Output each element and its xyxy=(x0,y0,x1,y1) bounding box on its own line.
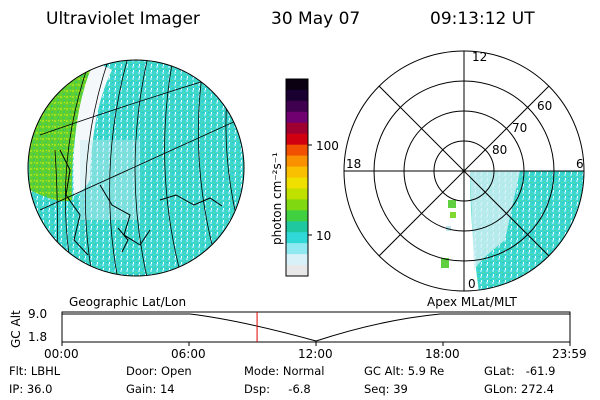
date-label: 30 May 07 xyxy=(271,9,361,29)
geo-image-panel xyxy=(28,60,244,276)
polar-image-panel xyxy=(343,50,585,292)
lat-label-80: 80 xyxy=(492,143,508,157)
lat-label-60: 60 xyxy=(537,99,553,113)
lat-label-70: 70 xyxy=(512,121,528,135)
altitude-xtick-1800: 18:00 xyxy=(425,347,460,361)
colorbar-swatch xyxy=(286,155,308,168)
colorbar-swatch xyxy=(286,188,308,200)
mlt-label-0: 0 xyxy=(468,277,476,291)
colorbar-swatch xyxy=(286,254,308,266)
info-gc-alt: GC Alt: 5.9 Re xyxy=(364,364,445,378)
colorbar-frame xyxy=(285,78,309,277)
altitude-ytick-low: 1.8 xyxy=(28,330,48,344)
colorbar xyxy=(286,79,308,277)
colorbar-swatch xyxy=(286,89,308,102)
info-glat: GLat: -61.9 xyxy=(484,364,556,378)
altitude-xtick-0000: 00:00 xyxy=(44,347,79,361)
info-ip: IP: 36.0 xyxy=(9,382,53,396)
mlt-label-18: 18 xyxy=(346,157,362,171)
colorbar-tick-10: 10 xyxy=(316,229,332,243)
altitude-xtick-2359: 23:59 xyxy=(552,347,587,361)
altitude-ytick-high: 9.0 xyxy=(28,307,48,321)
time-label: 09:13:12 UT xyxy=(430,9,535,29)
altitude-xtick-1200: 12:00 xyxy=(298,347,333,361)
colorbar-swatch xyxy=(286,144,308,157)
colorbar-label: photon cm⁻²s⁻¹ xyxy=(270,152,284,245)
info-seq: Seq: 39 xyxy=(364,382,408,396)
polar-panel-label: Apex MLat/MLT xyxy=(427,295,517,309)
mlt-label-12: 12 xyxy=(472,50,488,64)
colorbar-swatch xyxy=(286,199,308,211)
info-gain: Gain: 14 xyxy=(126,382,175,396)
colorbar-swatch xyxy=(286,111,308,124)
altitude-xtick-0600: 06:00 xyxy=(171,347,206,361)
colorbar-swatch xyxy=(286,265,308,277)
mlt-label-6: 6 xyxy=(576,157,584,171)
info-dsp: Dsp: -6.8 xyxy=(244,382,311,396)
colorbar-swatch xyxy=(286,100,308,113)
instrument-title: Ultraviolet Imager xyxy=(46,9,200,29)
info-glon: GLon: 272.4 xyxy=(484,382,554,396)
colorbar-tick-100: 100 xyxy=(316,139,339,153)
geo-panel-border xyxy=(27,59,245,277)
colorbar-swatch xyxy=(286,221,308,233)
colorbar-swatch xyxy=(286,79,308,91)
altitude-plot-frame xyxy=(61,311,571,343)
geo-panel-label: Geographic Lat/Lon xyxy=(69,295,187,309)
colorbar-swatch xyxy=(286,166,308,179)
colorbar-swatch xyxy=(286,210,308,222)
colorbar-swatch xyxy=(286,243,308,255)
colorbar-swatch xyxy=(286,232,308,244)
altitude-ylabel: GC Alt xyxy=(9,310,23,348)
colorbar-swatch xyxy=(286,122,308,135)
altitude-curve xyxy=(62,313,570,342)
info-door: Door: Open xyxy=(126,364,192,378)
info-mode: Mode: Normal xyxy=(244,364,325,378)
colorbar-swatch xyxy=(286,133,308,146)
colorbar-swatch xyxy=(286,177,308,190)
info-filter: Flt: LBHL xyxy=(9,364,61,378)
